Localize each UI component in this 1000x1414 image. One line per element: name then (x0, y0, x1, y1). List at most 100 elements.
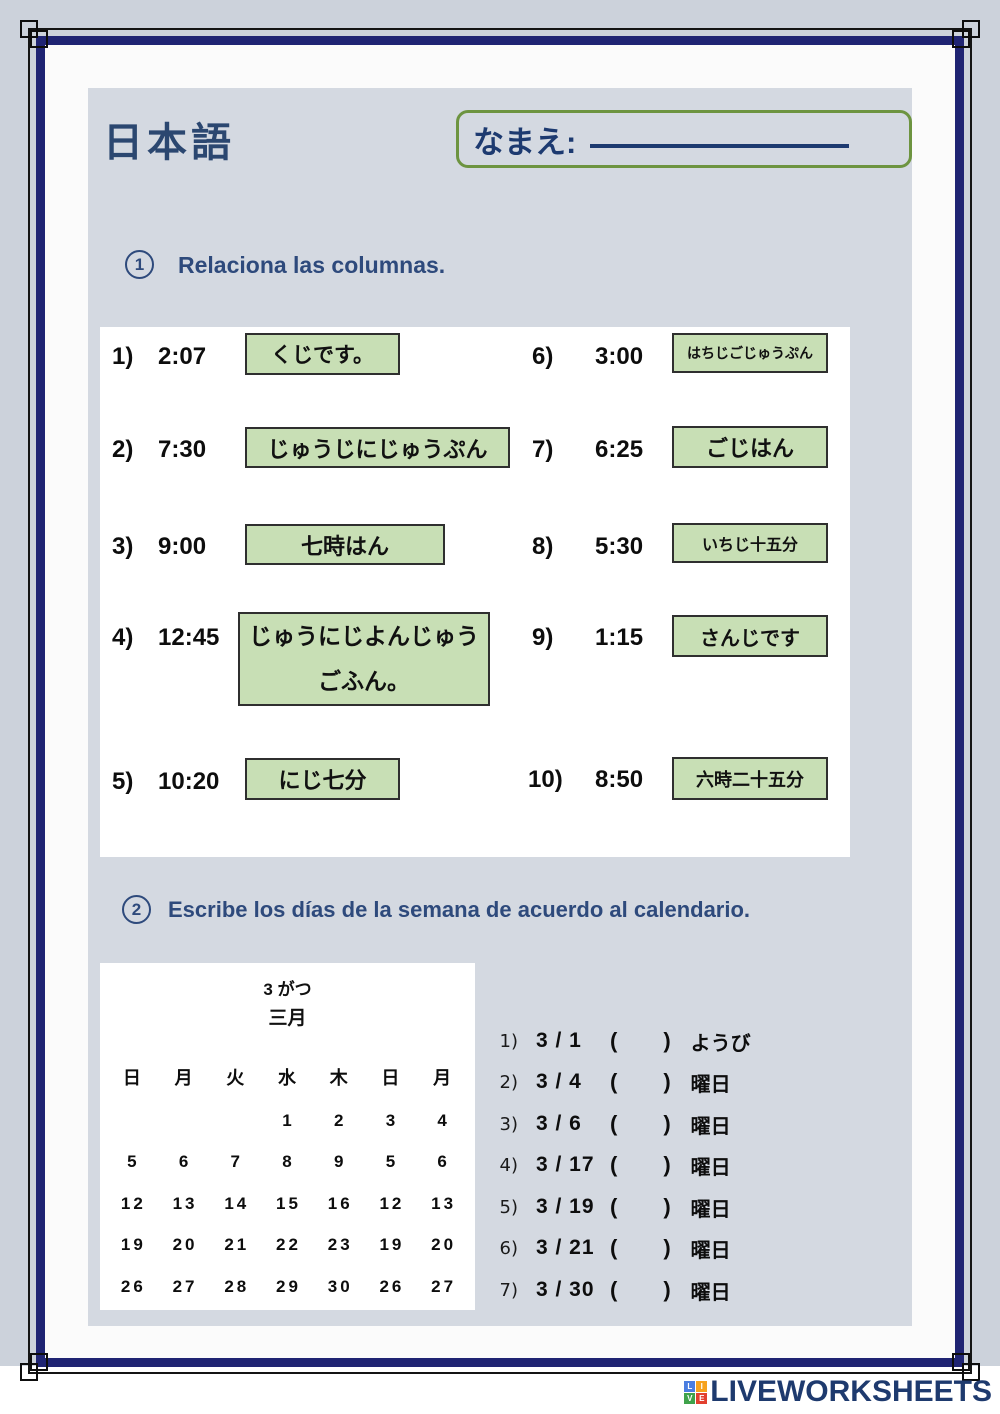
question-suffix: 曜日 (690, 1073, 731, 1096)
item-number: 9) (532, 624, 554, 651)
question-date: 3 / 4 (536, 1070, 582, 1093)
day-cell: 20 (172, 1235, 198, 1254)
day-cell: 9 (333, 1152, 347, 1171)
day-cell: 13 (172, 1194, 198, 1213)
day-cell: 19 (379, 1235, 405, 1254)
question-number: 1) (499, 1030, 518, 1052)
corner-ornament (30, 1353, 48, 1371)
day-answer-slot[interactable] (617, 1109, 663, 1139)
answer-box[interactable]: 六時二十五分 (672, 757, 828, 800)
day-cell: 7 (230, 1152, 244, 1171)
calendar-row: 12 13 14 15 16 12 13 (106, 1188, 468, 1220)
paren-open: ( (610, 1028, 618, 1053)
answer-box[interactable]: ごじはん (672, 426, 828, 468)
question-number: 4) (499, 1154, 518, 1176)
day-cell: 8 (282, 1152, 295, 1171)
answer-box[interactable]: じゅうにじよんじゅうごふん。 (238, 612, 490, 706)
weekday-cell: 火 (226, 1068, 245, 1088)
weekday-cell: 日 (381, 1068, 400, 1088)
exercise1-panel: 1) 2:07 くじです。 2) 7:30 じゅうじにじゅうぷん 3) 9:00… (100, 327, 850, 857)
answer-box[interactable]: さんじです (672, 615, 828, 657)
corner-ornament (962, 20, 980, 38)
day-answer-slot[interactable] (617, 1275, 663, 1305)
answer-box[interactable]: 七時はん (245, 524, 445, 565)
item-time: 7:30 (158, 436, 207, 463)
day-cell: 2 (333, 1111, 347, 1130)
paren-close: ) (663, 1152, 671, 1177)
logo-tile: E (696, 1392, 708, 1404)
day-cell: 30 (327, 1277, 353, 1296)
day-cell: 6 (178, 1152, 192, 1171)
exercise2-badge: 2 (122, 895, 151, 924)
paren-open: ( (610, 1235, 618, 1260)
question-row: 1) 3 / 1 ( ) ようび (486, 1023, 751, 1059)
weekday-cell: 月 (433, 1068, 452, 1088)
footer-band (0, 1366, 1000, 1414)
question-suffix: ようび (690, 1032, 751, 1055)
day-cell: 5 (385, 1152, 399, 1171)
day-cell: 20 (431, 1235, 457, 1254)
day-cell: 5 (127, 1152, 140, 1171)
exercise2-instruction: Escribe los días de la semana de acuerdo… (168, 897, 751, 922)
question-row: 3) 3 / 6 ( ) 曜日 (486, 1106, 731, 1142)
day-cell: 23 (327, 1235, 353, 1254)
day-cell: 6 (437, 1152, 450, 1171)
answer-box[interactable]: くじです。 (245, 333, 400, 375)
name-blank-line[interactable] (590, 144, 849, 148)
answer-box[interactable]: にじ七分 (245, 758, 400, 800)
answer-box[interactable]: いちじ十五分 (672, 523, 828, 563)
question-row: 7) 3 / 30 ( ) 曜日 (486, 1272, 731, 1308)
day-answer-slot[interactable] (617, 1150, 663, 1180)
question-number: 2) (499, 1071, 518, 1093)
question-row: 6) 3 / 21 ( ) 曜日 (486, 1230, 731, 1266)
corner-ornament (20, 1363, 38, 1381)
question-suffix: 曜日 (690, 1281, 731, 1304)
question-date: 3 / 30 (536, 1278, 595, 1301)
corner-ornament (30, 30, 48, 48)
question-number: 3) (499, 1113, 518, 1135)
question-suffix: 曜日 (690, 1156, 731, 1179)
paren-close: ) (663, 1069, 671, 1094)
item-time: 12:45 (158, 624, 220, 651)
paren-close: ) (663, 1235, 671, 1260)
paren-open: ( (610, 1069, 618, 1094)
question-suffix: 曜日 (690, 1239, 731, 1262)
question-date: 3 / 1 (536, 1029, 582, 1052)
weekday-cell: 日 (122, 1068, 141, 1088)
day-answer-slot[interactable] (617, 1233, 663, 1263)
liveworksheets-wordmark: LIVEWORKSHEETS (710, 1375, 992, 1408)
day-cell: 3 (385, 1111, 399, 1130)
logo-tile: V (684, 1392, 696, 1404)
question-row: 5) 3 / 19 ( ) 曜日 (486, 1189, 731, 1225)
item-number: 7) (532, 436, 554, 463)
day-answer-slot[interactable] (617, 1192, 663, 1222)
question-date: 3 / 19 (536, 1195, 595, 1218)
item-time: 3:00 (595, 343, 644, 370)
page-title: 日本語 (103, 121, 235, 165)
answer-box[interactable]: はちじごじゅうぷん (672, 333, 828, 373)
question-row: 2) 3 / 4 ( ) 曜日 (486, 1064, 731, 1100)
paren-close: ) (663, 1277, 671, 1302)
day-answer-slot[interactable] (617, 1026, 663, 1056)
paren-close: ) (663, 1028, 671, 1053)
corner-ornament (20, 20, 38, 38)
day-cell: 26 (120, 1277, 146, 1296)
day-cell: 12 (379, 1194, 405, 1213)
item-time: 9:00 (158, 533, 207, 560)
calendar-weekday-row: 日 月 火 水 木 日 月 (106, 1061, 468, 1093)
item-number: 4) (112, 624, 134, 651)
day-answer-slot[interactable] (617, 1067, 663, 1097)
item-time: 1:15 (595, 624, 644, 651)
logo-tile: L (684, 1380, 696, 1392)
calendar-row: 5 6 7 8 9 5 6 (106, 1146, 468, 1178)
answer-box[interactable]: じゅうじにじゅうぷん (245, 427, 510, 468)
item-number: 2) (112, 436, 134, 463)
calendar-row: 26 27 28 29 30 26 27 (106, 1271, 468, 1303)
item-time: 10:20 (158, 768, 220, 795)
corner-ornament (952, 1353, 970, 1371)
item-number: 3) (112, 533, 134, 560)
weekday-cell: 月 (174, 1068, 193, 1088)
weekday-cell: 木 (329, 1068, 348, 1088)
question-date: 3 / 6 (536, 1112, 582, 1135)
